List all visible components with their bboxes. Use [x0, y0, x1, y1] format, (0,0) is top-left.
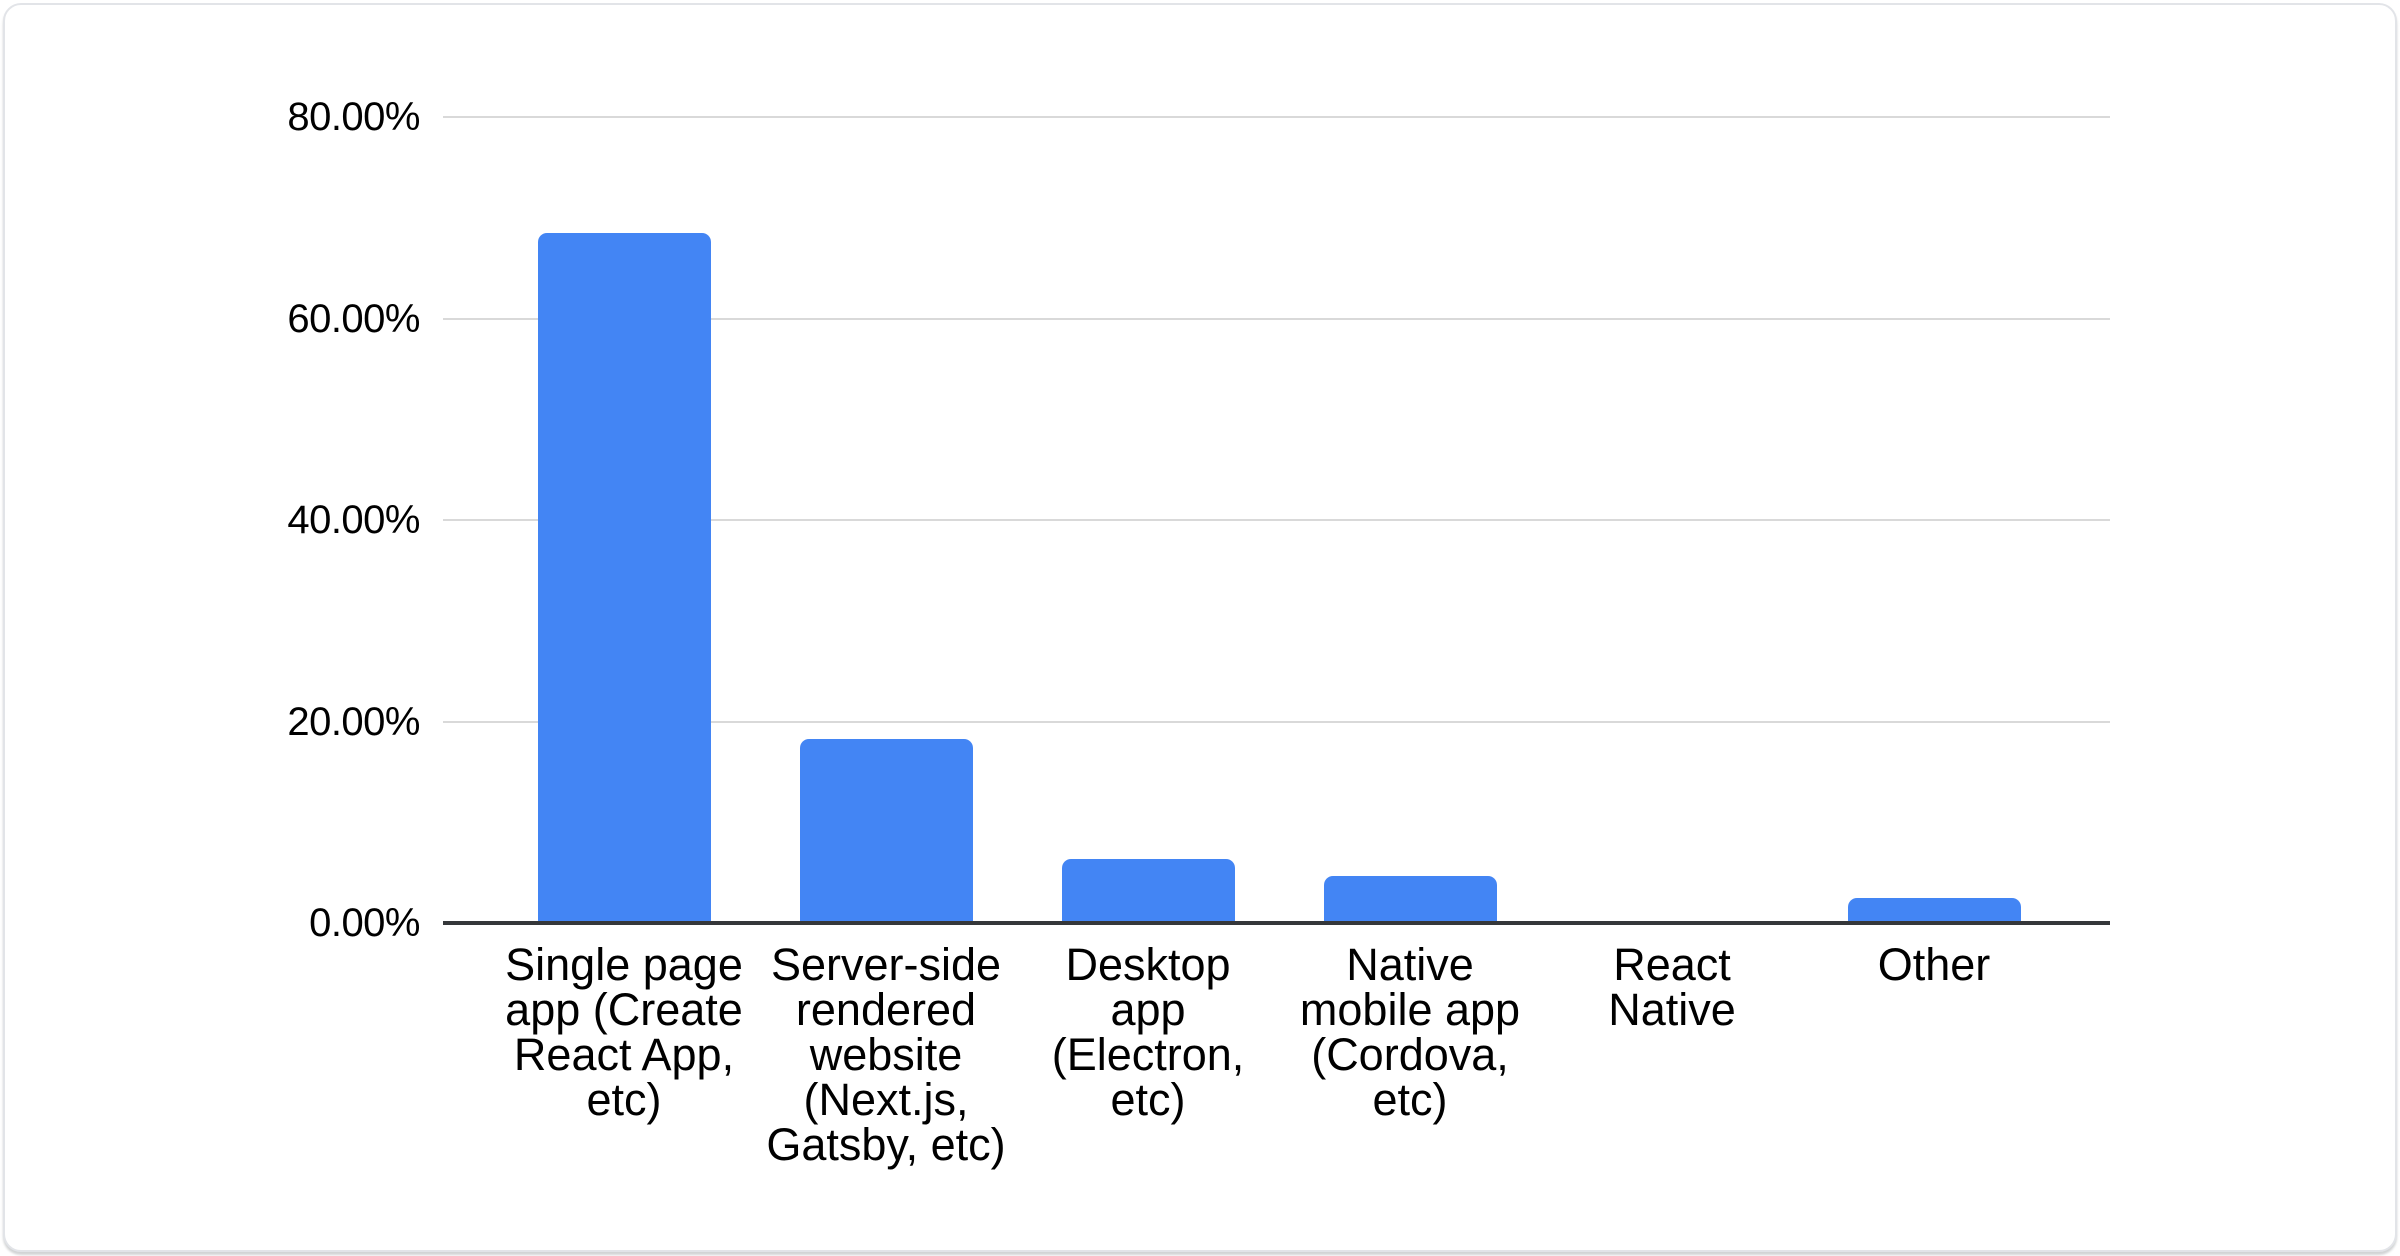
- gridline-80: [443, 116, 2110, 118]
- bar-3: [1323, 875, 1497, 922]
- x-category-label-4: React Native: [1608, 939, 1736, 1035]
- bar-0: [537, 232, 711, 922]
- chart-card: [3, 3, 2397, 1252]
- bar-5: [1847, 897, 2021, 922]
- x-category-label-2: Desktop app (Electron, etc): [1051, 939, 1245, 1125]
- x-axis-baseline: [443, 921, 2110, 925]
- x-category-label-0: Single page app (Create React App, etc): [505, 939, 743, 1125]
- gridline-60: [443, 317, 2110, 320]
- bar-1: [799, 738, 973, 922]
- y-tick-label-80: 80.00%: [287, 95, 420, 139]
- y-tick-label-20: 20.00%: [287, 699, 420, 744]
- x-category-label-3: Native mobile app (Cordova, etc): [1299, 939, 1521, 1125]
- x-category-label-5: Other: [1877, 939, 1991, 990]
- x-category-label-1: Server-side rendered website (Next.js, G…: [766, 939, 1006, 1170]
- gridline-40: [443, 519, 2110, 521]
- y-tick-label-40: 40.00%: [287, 498, 420, 542]
- y-tick-label-0: 0.00%: [309, 901, 420, 945]
- y-tick-label-60: 60.00%: [287, 296, 420, 341]
- gridline-20: [443, 720, 2110, 723]
- bar-2: [1061, 858, 1235, 922]
